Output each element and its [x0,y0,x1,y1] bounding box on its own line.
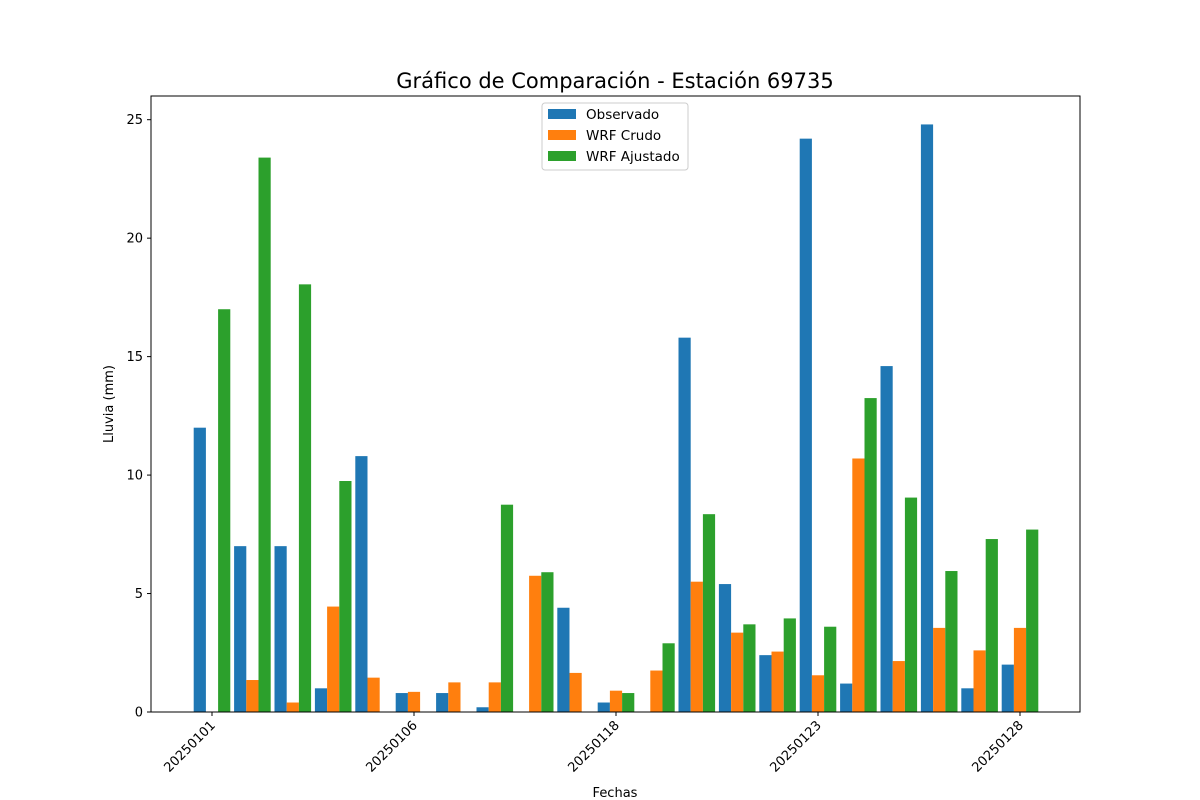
bar-wrf-crudo-8 [529,575,542,712]
bar-observado-2 [274,546,287,712]
bar-observado-14 [759,655,772,712]
bar-wrf-crudo-7 [488,682,501,712]
bar-wrf-crudo-11 [650,670,663,712]
bar-observado-17 [880,366,893,712]
x-tick-label: 20250118 [565,718,622,775]
bar-observado-18 [920,124,934,713]
bar-wrf-ajustado-8 [541,572,554,712]
legend-label-wrf-crudo: WRF Crudo [586,128,661,144]
bar-wrf-crudo-4 [367,677,380,712]
bar-wrf-ajustado-1 [258,157,271,713]
bar-wrf-crudo-18 [933,627,946,712]
bar-wrf-crudo-14 [771,651,784,712]
y-tick-label: 25 [126,113,143,128]
y-axis: 0 5 10 15 20 25 [126,113,151,721]
bar-wrf-crudo-20 [1013,627,1027,712]
y-tick-label: 15 [126,350,143,365]
bar-wrf-ajustado-14 [783,618,796,712]
x-axis-title: Fechas [593,786,638,800]
bar-wrf-ajustado-16 [864,398,877,712]
y-tick-label: 10 [126,469,143,484]
bar-observado-16 [840,683,853,712]
bar-observado-7 [476,707,489,712]
bars-layer [193,124,1039,713]
bar-wrf-ajustado-17 [904,497,918,712]
x-tick-label: 20250101 [161,718,218,775]
bar-observado-19 [961,688,974,712]
bar-observado-0 [193,427,206,712]
bar-wrf-ajustado-15 [824,626,837,712]
bar-wrf-ajustado-19 [985,539,998,712]
bar-observado-12 [678,337,691,712]
bar-observado-3 [314,688,328,712]
bar-observado-20 [1001,664,1014,712]
bar-wrf-crudo-6 [448,682,461,712]
bar-observado-15 [799,138,812,712]
bar-wrf-crudo-17 [892,661,905,712]
y-axis-title: Lluvia (mm) [102,365,117,443]
plot-frame [150,95,1081,713]
bar-wrf-ajustado-20 [1026,529,1039,712]
bar-wrf-crudo-15 [811,675,825,712]
bar-wrf-crudo-16 [852,458,865,712]
bar-wrf-crudo-19 [973,650,986,712]
bar-wrf-ajustado-3 [339,481,352,712]
bar-observado-13 [718,584,732,712]
bar-wrf-ajustado-18 [945,571,958,712]
legend-frame [541,102,689,171]
chart-title: Gráfico de Comparación - Estación 69735 [396,69,833,93]
legend: Observado WRF Crudo WRF Ajustado [541,102,689,171]
bar-observado-1 [234,546,247,712]
bar-wrf-crudo-1 [246,680,259,712]
x-tick-label: 20250106 [363,718,420,775]
legend-swatch-wrf-crudo [548,130,576,140]
bar-wrf-ajustado-12 [702,514,716,712]
bar-wrf-ajustado-11 [662,643,675,712]
bar-wrf-crudo-2 [286,702,299,712]
bar-wrf-ajustado-13 [743,624,756,712]
legend-label-wrf-ajustado: WRF Ajustado [586,149,680,165]
bar-observado-4 [355,456,368,712]
legend-swatch-observado [548,109,576,119]
legend-swatch-wrf-ajustado [548,151,576,161]
y-tick-label: 20 [126,232,143,247]
bar-wrf-ajustado-2 [298,284,312,712]
legend-label-observado: Observado [586,107,659,123]
bar-wrf-crudo-12 [690,581,703,712]
bar-wrf-ajustado-10 [622,693,635,712]
x-tick-label: 20250128 [969,718,1026,775]
bar-wrf-crudo-9 [569,672,582,712]
bar-wrf-crudo-10 [609,690,623,712]
x-axis: 20250101 20250106 20250118 20250123 20250128 [161,712,1027,776]
bar-wrf-ajustado-0 [218,309,231,712]
bar-observado-10 [597,702,610,712]
bar-wrf-ajustado-7 [500,504,514,712]
bar-observado-9 [557,607,570,712]
bar-observado-6 [436,693,449,712]
bar-wrf-crudo-3 [327,606,340,712]
x-tick-label: 20250123 [767,718,824,775]
bar-wrf-crudo-13 [731,632,744,712]
bar-wrf-crudo-5 [407,691,421,712]
y-tick-label: 5 [135,587,143,602]
bar-observado-5 [395,693,408,712]
y-tick-label: 0 [135,706,143,721]
